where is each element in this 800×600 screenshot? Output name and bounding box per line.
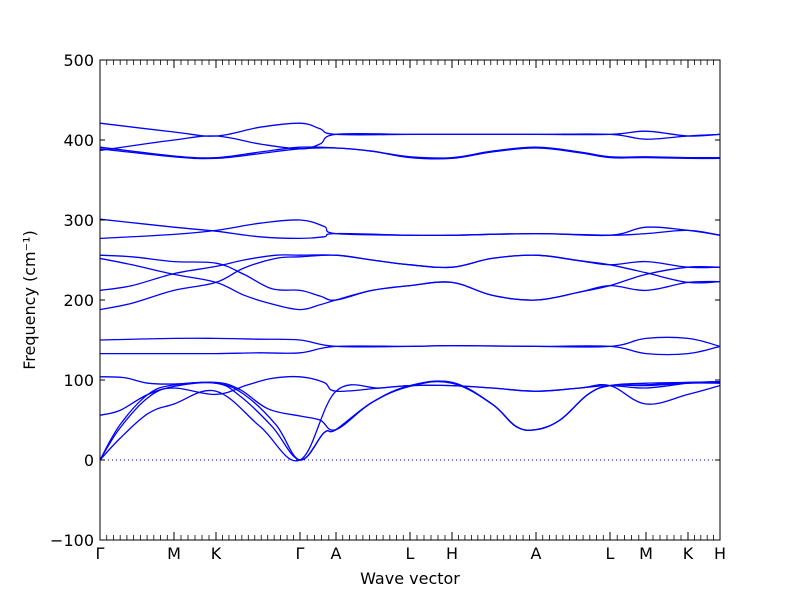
x-tick-label: A	[531, 544, 542, 563]
y-ticks: −100 0 100 200 300 400 500	[50, 51, 720, 550]
phonon-branch-15	[100, 146, 720, 159]
phonon-branch-7	[100, 336, 720, 348]
x-tick-label: M	[639, 544, 653, 563]
x-tick-label: L	[606, 544, 615, 563]
x-tick-label: L	[406, 544, 415, 563]
y-tick-label: −100	[50, 531, 94, 550]
y-tick-label: 100	[63, 371, 94, 390]
x-axis-label: Wave vector	[360, 569, 460, 588]
x-tick-label: Γ	[296, 544, 305, 563]
x-tick-label: K	[683, 544, 694, 563]
phonon-branch-9	[100, 254, 720, 292]
x-tick-label: H	[714, 544, 726, 563]
series-group	[100, 122, 720, 462]
y-tick-label: 400	[63, 131, 94, 150]
phonon-branch-5	[100, 376, 720, 431]
y-tick-label: 300	[63, 211, 94, 230]
x-tick-label: A	[331, 544, 342, 563]
y-axis-label: Frequency (cm⁻¹)	[20, 230, 39, 369]
phonon-branch-13	[100, 218, 720, 240]
phonon-branch-11	[100, 254, 720, 301]
phonon-branch-17	[100, 122, 720, 137]
y-tick-label: 0	[84, 451, 94, 470]
x-tick-label: M	[167, 544, 181, 563]
x-tick-label: Γ	[96, 544, 105, 563]
x-tick-label: K	[211, 544, 222, 563]
y-tick-label: 200	[63, 291, 94, 310]
phonon-branch-14	[100, 147, 720, 160]
x-tick-label: H	[446, 544, 458, 563]
y-tick-label: 500	[63, 51, 94, 70]
plot-frame	[99, 59, 721, 541]
